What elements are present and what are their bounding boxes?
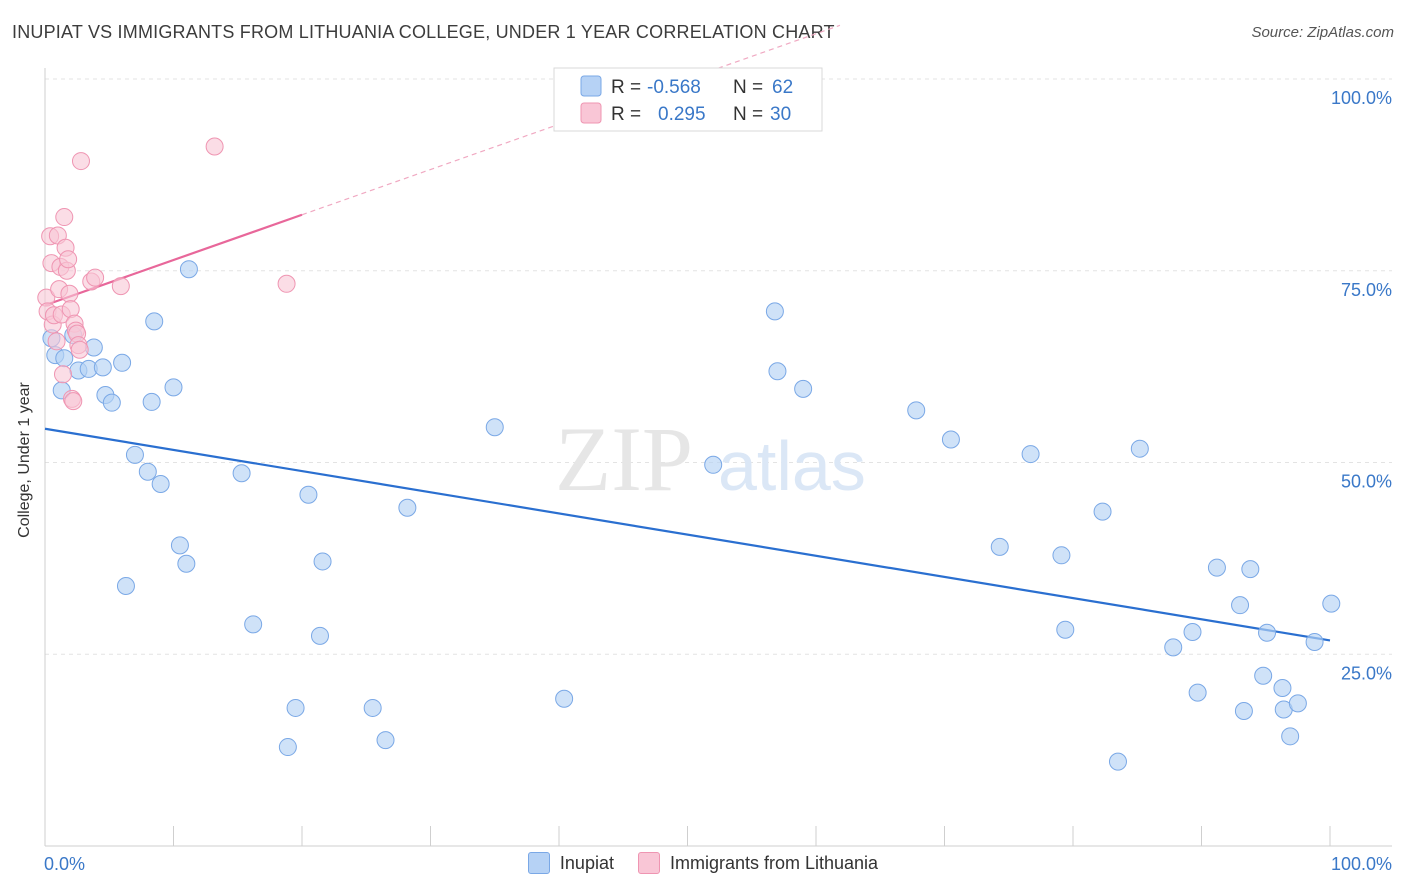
watermark: ZIP atlas <box>555 408 866 510</box>
legend-swatch-lithuania <box>580 102 602 124</box>
point-lithuania-24 <box>70 340 89 359</box>
point-inupiat-47 <box>1164 638 1183 657</box>
point-inupiat-49 <box>1188 683 1207 702</box>
point-inupiat-60 <box>1305 632 1324 651</box>
point-inupiat-28 <box>313 552 332 571</box>
legend-swatch-blue <box>527 852 550 874</box>
point-inupiat-20 <box>116 576 135 595</box>
point-inupiat-56 <box>1273 678 1292 697</box>
point-inupiat-30 <box>376 731 395 750</box>
point-inupiat-38 <box>907 401 926 420</box>
point-inupiat-50 <box>1207 558 1226 577</box>
point-inupiat-44 <box>1093 502 1112 521</box>
point-inupiat-35 <box>765 302 784 321</box>
y-tick-label-1: 50.0% <box>1341 472 1392 492</box>
point-lithuania-28 <box>111 277 130 296</box>
legend-r-label-1: R = <box>611 77 641 98</box>
point-lithuania-19 <box>64 392 83 411</box>
legend-bottom: Inupiat Immigrants from Lithuania <box>0 852 1406 874</box>
point-inupiat-54 <box>1254 666 1273 685</box>
point-inupiat-59 <box>1288 694 1307 713</box>
point-inupiat-58 <box>1281 727 1300 746</box>
legend-top: R = -0.568 N = 62 R = 0.295 N = 30 <box>553 67 823 132</box>
y-tick-label-2: 75.0% <box>1341 280 1392 300</box>
point-inupiat-18 <box>170 536 189 555</box>
point-inupiat-19 <box>177 554 196 573</box>
point-inupiat-14 <box>142 392 161 411</box>
point-inupiat-13 <box>138 462 157 481</box>
point-lithuania-29 <box>205 137 224 156</box>
point-inupiat-3 <box>55 349 74 368</box>
point-inupiat-27 <box>310 626 329 645</box>
legend-item-inupiat: Inupiat <box>527 852 614 874</box>
legend-swatch-inupiat <box>580 75 602 97</box>
point-inupiat-32 <box>485 418 504 437</box>
legend-n-value-1: 62 <box>772 77 793 98</box>
point-inupiat-39 <box>941 430 960 449</box>
point-inupiat-25 <box>286 698 305 717</box>
source-label: Source: ZipAtlas.com <box>1251 24 1394 41</box>
point-inupiat-21 <box>179 260 198 279</box>
point-inupiat-55 <box>1258 623 1277 642</box>
point-inupiat-26 <box>299 485 318 504</box>
point-inupiat-43 <box>1056 620 1075 639</box>
point-lithuania-6 <box>47 332 66 351</box>
point-inupiat-31 <box>398 498 417 517</box>
point-lithuania-15 <box>59 250 78 269</box>
point-inupiat-11 <box>113 353 132 372</box>
point-inupiat-23 <box>244 615 263 634</box>
point-inupiat-12 <box>125 445 144 464</box>
point-inupiat-52 <box>1234 702 1253 721</box>
point-inupiat-17 <box>164 378 183 397</box>
watermark-zip: ZIP <box>555 408 693 510</box>
point-lithuania-12 <box>55 208 74 227</box>
point-inupiat-46 <box>1130 439 1149 458</box>
point-inupiat-42 <box>1052 546 1071 565</box>
legend-r-label-2: R = <box>611 104 641 125</box>
legend-label-lithuania: Immigrants from Lithuania <box>669 852 879 873</box>
watermark-atlas: atlas <box>718 427 866 505</box>
point-inupiat-36 <box>768 362 787 381</box>
point-inupiat-22 <box>232 464 251 483</box>
point-inupiat-16 <box>151 474 170 493</box>
point-inupiat-53 <box>1241 560 1260 579</box>
point-inupiat-41 <box>1021 445 1040 464</box>
legend-n-label-2: N = <box>733 104 763 125</box>
point-lithuania-30 <box>277 274 296 293</box>
point-inupiat-15 <box>145 312 164 331</box>
x-tick-label-1: 100.0% <box>1331 854 1392 874</box>
y-tick-label-3: 100.0% <box>1331 88 1392 108</box>
point-lithuania-11 <box>53 365 72 384</box>
point-inupiat-48 <box>1183 623 1202 642</box>
point-lithuania-27 <box>86 268 105 287</box>
legend-r-value-1: -0.568 <box>647 77 701 98</box>
legend-n-value-2: 30 <box>770 104 791 125</box>
trendline-lithuania <box>44 213 303 307</box>
point-inupiat-34 <box>704 455 723 474</box>
point-inupiat-37 <box>794 379 813 398</box>
point-lithuania-16 <box>60 284 79 303</box>
point-inupiat-10 <box>102 393 121 412</box>
point-inupiat-33 <box>555 689 574 708</box>
y-axis-label: College, Under 1 year <box>16 382 33 538</box>
point-inupiat-29 <box>363 698 382 717</box>
legend-n-label-1: N = <box>733 77 763 98</box>
legend-swatch-pink <box>637 852 660 874</box>
legend-r-value-2: 0.295 <box>658 104 706 125</box>
legend-label-inupiat: Inupiat <box>559 852 614 873</box>
legend-item-lithuania: Immigrants from Lithuania <box>637 852 879 874</box>
point-inupiat-40 <box>990 537 1009 556</box>
point-inupiat-45 <box>1108 752 1127 771</box>
y-tick-label-0: 25.0% <box>1341 663 1392 683</box>
chart-title: INUPIAT VS IMMIGRANTS FROM LITHUANIA COL… <box>12 22 835 42</box>
point-inupiat-61 <box>1322 594 1341 613</box>
point-inupiat-24 <box>278 738 297 757</box>
trendline-inupiat <box>44 427 1331 642</box>
point-inupiat-8 <box>93 358 112 377</box>
point-lithuania-25 <box>71 152 90 171</box>
x-tick-label-0: 0.0% <box>44 854 85 874</box>
point-inupiat-51 <box>1231 596 1250 615</box>
